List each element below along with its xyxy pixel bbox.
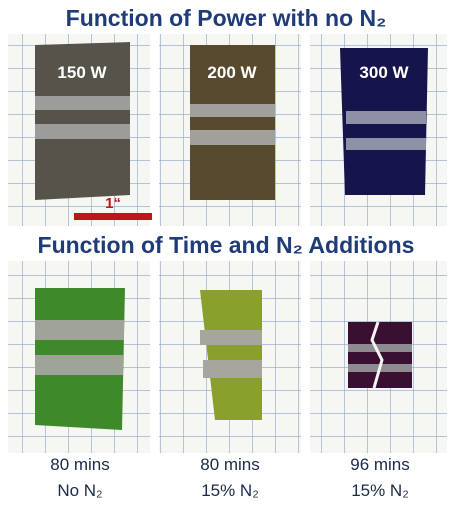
caption-time: 80 mins: [50, 455, 110, 474]
caption-gas: No N₂: [57, 481, 102, 500]
sample-label: 300 W: [359, 63, 409, 82]
caption-gas: 15% N₂: [201, 481, 259, 500]
title-bottom: Function of Time and N₂ Additions: [38, 232, 415, 258]
figure: Function of Power with no N₂ 150 W 200 W…: [0, 0, 452, 508]
sample-label: 150 W: [57, 63, 107, 82]
caption-gas: 15% N₂: [351, 481, 409, 500]
caption-time: 96 mins: [350, 455, 410, 474]
scale-bar: [74, 213, 152, 220]
sample-label: 200 W: [207, 63, 257, 82]
scale-label: 1“: [105, 195, 121, 212]
caption-time: 80 mins: [200, 455, 260, 474]
sample: [348, 322, 412, 388]
title-top: Function of Power with no N₂: [66, 5, 387, 31]
sample: [35, 288, 125, 430]
